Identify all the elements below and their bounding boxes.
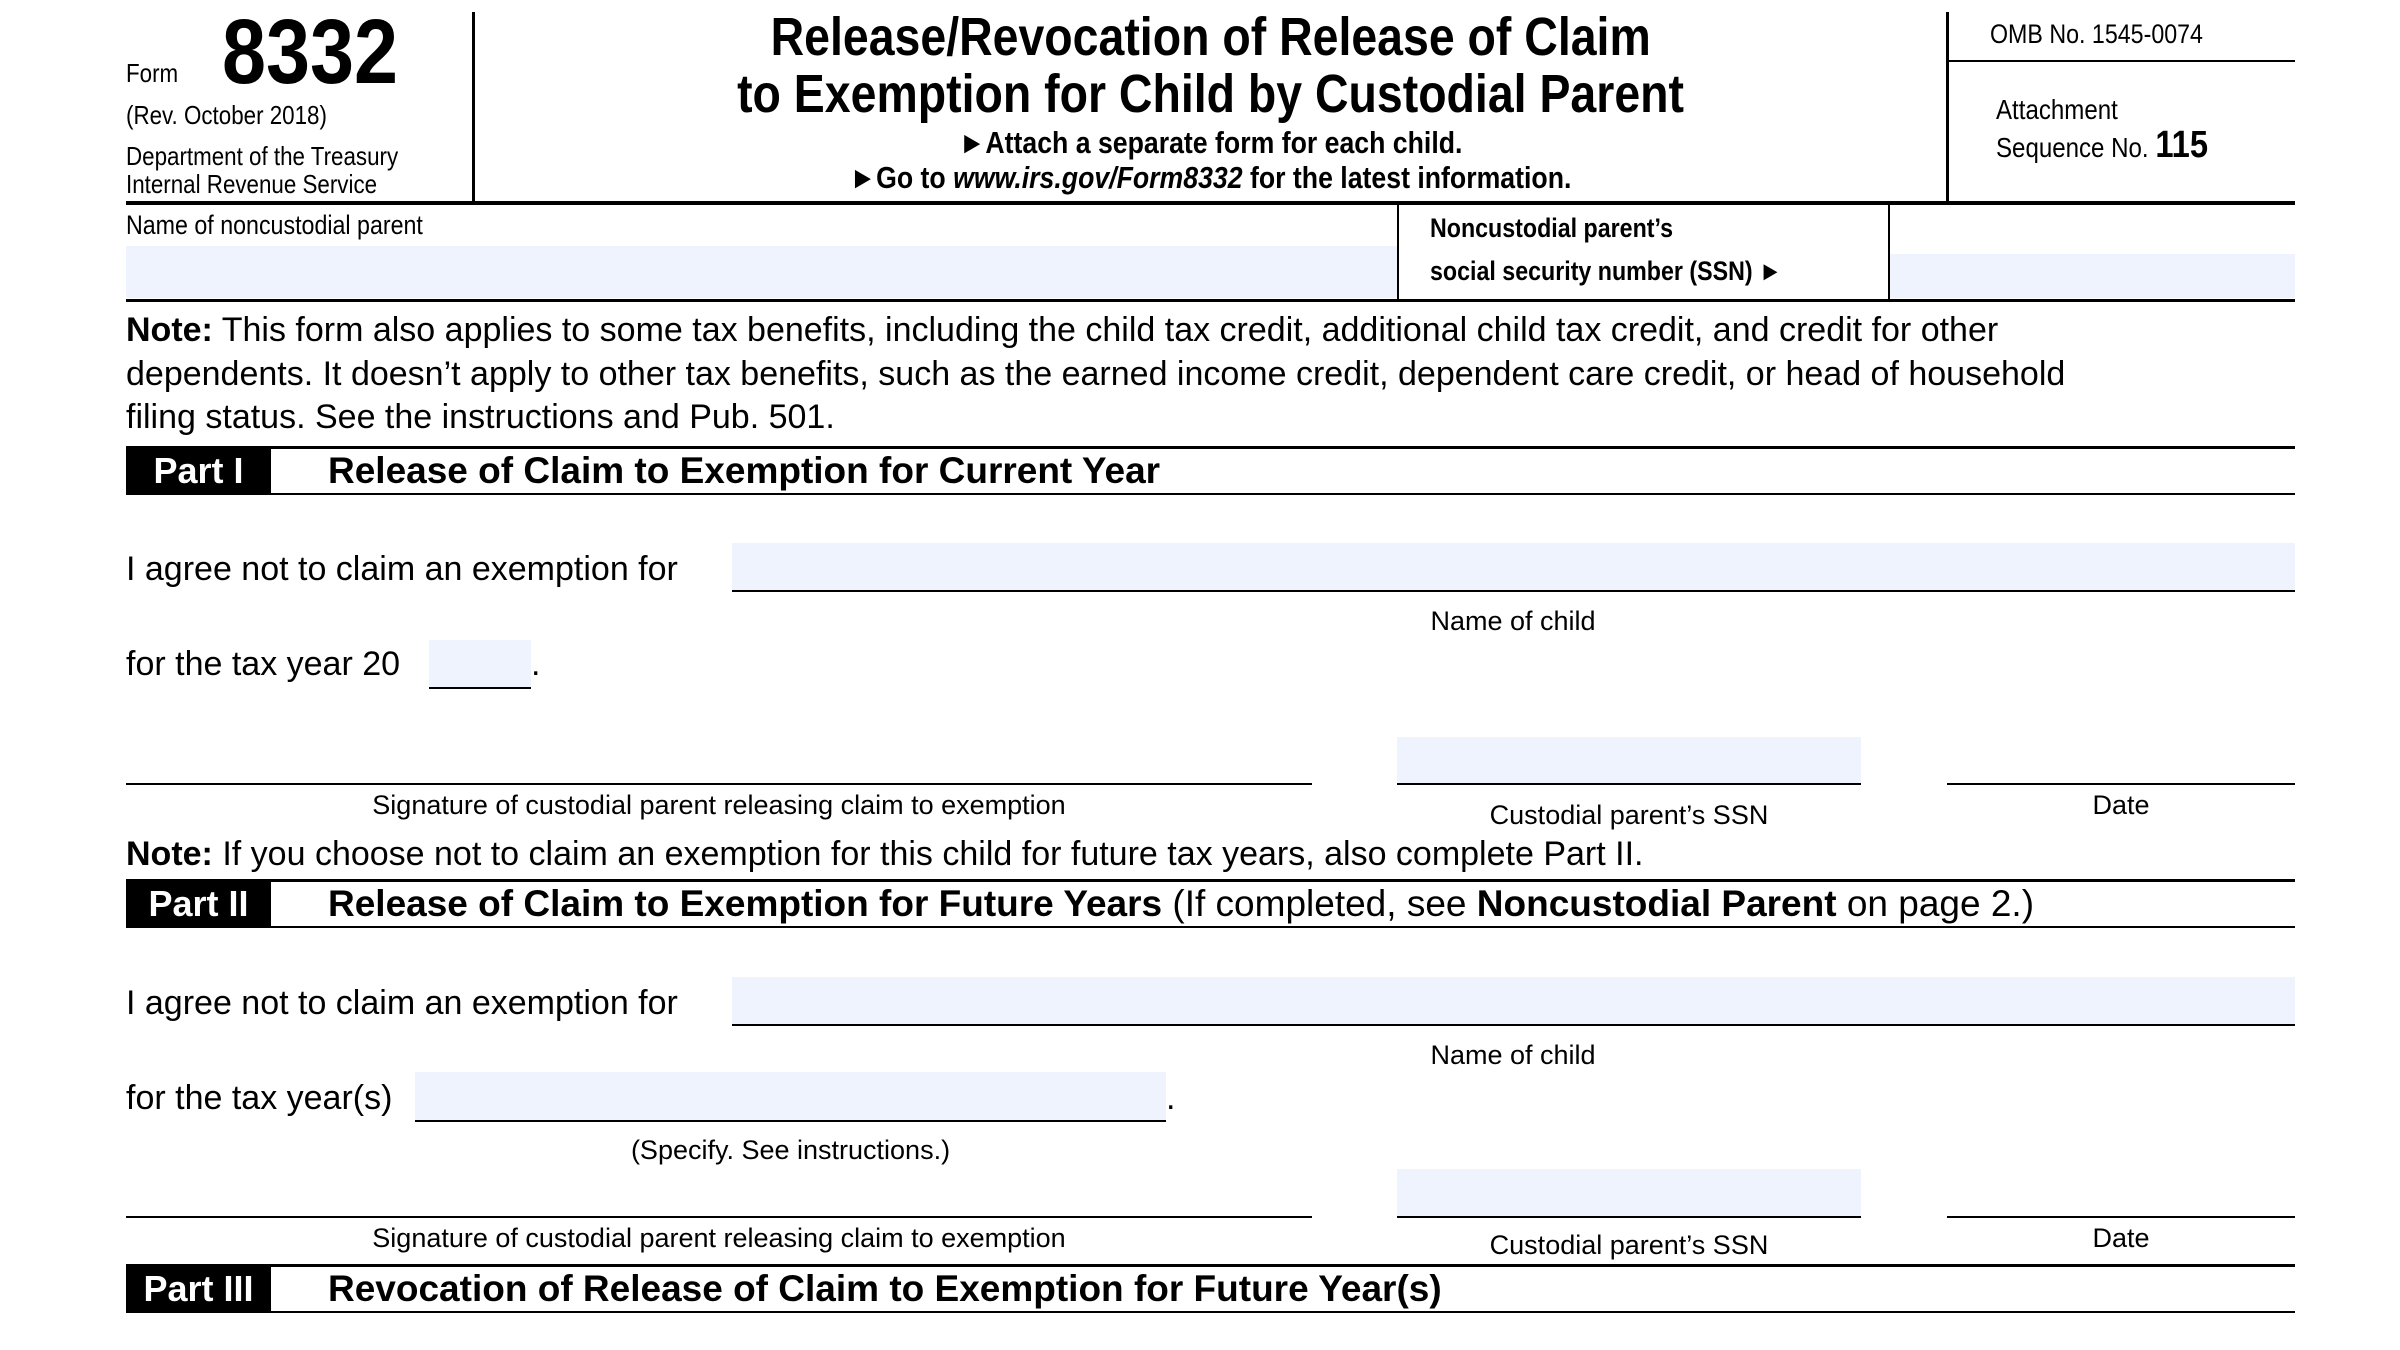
- noncustodial-ssn-label-line1: Noncustodial parent’s: [1430, 213, 1673, 243]
- form-label: Form: [126, 58, 179, 88]
- header-divider-right: [1946, 12, 1949, 203]
- part2-label: Part II: [126, 881, 271, 927]
- period: .: [531, 645, 541, 683]
- row-rule: [126, 299, 2295, 302]
- omb-divider: [1947, 60, 2295, 62]
- arrow-right-icon: ►: [849, 160, 877, 195]
- part2-date-line[interactable]: [1947, 1216, 2295, 1218]
- part1-ssn-caption: Custodial parent’s SSN: [1489, 800, 1769, 830]
- header-bottom-rule: [126, 201, 2295, 205]
- part1-child-name-input[interactable]: [732, 543, 2295, 592]
- part2-date-caption: Date: [2092, 1223, 2150, 1253]
- part2-tax-years-input[interactable]: [415, 1072, 1166, 1122]
- part1-signature-caption: Signature of custodial parent releasing …: [372, 790, 1066, 820]
- part2-bottom-rule: [126, 926, 2295, 928]
- part2-top-rule: [126, 879, 2295, 882]
- part2-signature-line[interactable]: [126, 1216, 1312, 1218]
- irs-link[interactable]: www.irs.gov/Form8332: [953, 160, 1243, 195]
- form-title-line2: to Exemption for Child by Custodial Pare…: [737, 64, 1684, 124]
- part2-tax-years-text: for the tax year(s): [126, 1079, 393, 1117]
- note-applies: Note: This form also applies to some tax…: [126, 311, 1999, 349]
- noncustodial-name-label: Name of noncustodial parent: [126, 210, 423, 240]
- header-divider-left: [472, 12, 475, 203]
- part1-date-line[interactable]: [1947, 783, 2295, 785]
- divider: [1888, 205, 1890, 300]
- part2-child-name-input[interactable]: [732, 977, 2295, 1026]
- part1-signature-line[interactable]: [126, 783, 1312, 785]
- part1-tax-year-text: for the tax year 20: [126, 645, 401, 683]
- noncustodial-ssn-input[interactable]: [1890, 254, 2295, 298]
- part1-label: Part I: [126, 448, 271, 494]
- attachment-label: Attachment: [1996, 94, 2118, 125]
- sequence-number: 115: [2155, 124, 2209, 166]
- department: Department of the Treasury: [126, 141, 399, 171]
- noncustodial-ssn-label-line2: social security number (SSN) ►: [1430, 256, 1783, 286]
- part2-agree-text: I agree not to claim an exemption for: [126, 984, 678, 1022]
- part2-signature-caption: Signature of custodial parent releasing …: [372, 1223, 1066, 1253]
- agency: Internal Revenue Service: [126, 169, 378, 199]
- part1-agree-text: I agree not to claim an exemption for: [126, 550, 678, 588]
- sequence-label: Sequence No. 115: [1996, 124, 2209, 166]
- part2-title: Release of Claim to Exemption for Future…: [328, 883, 2035, 924]
- part3-label: Part III: [126, 1266, 271, 1312]
- period: .: [1166, 1079, 1176, 1117]
- instruction-website: ►Go to www.irs.gov/Form8332 for the late…: [849, 160, 1572, 195]
- part3-bottom-rule: [126, 1311, 2295, 1313]
- note-applies-line2: dependents. It doesn’t apply to other ta…: [126, 355, 2066, 393]
- part3-title: Revocation of Release of Claim to Exempt…: [328, 1268, 1442, 1309]
- part1-tax-year-input[interactable]: [429, 640, 531, 689]
- part2-tax-years-caption: (Specify. See instructions.): [630, 1135, 951, 1165]
- part2-child-caption: Name of child: [1430, 1040, 1596, 1070]
- arrow-right-icon: ►: [958, 125, 986, 160]
- part3-top-rule: [126, 1264, 2295, 1267]
- note-applies-line3: filing status. See the instructions and …: [126, 398, 835, 436]
- noncustodial-name-input[interactable]: [126, 246, 1397, 298]
- part1-top-rule: [126, 446, 2295, 449]
- note-future-years: Note: If you choose not to claim an exem…: [126, 835, 1644, 873]
- part2-custodial-ssn-input[interactable]: [1397, 1169, 1861, 1218]
- part2-ssn-caption: Custodial parent’s SSN: [1489, 1230, 1769, 1260]
- part1-custodial-ssn-input[interactable]: [1397, 737, 1861, 785]
- form-number: 8332: [222, 1, 399, 103]
- instruction-attach: ►Attach a separate form for each child.: [958, 125, 1463, 160]
- omb-number: OMB No. 1545-0074: [1990, 19, 2203, 49]
- divider: [1397, 205, 1399, 300]
- revision-date: (Rev. October 2018): [126, 100, 327, 130]
- part1-child-caption: Name of child: [1430, 606, 1596, 636]
- part1-bottom-rule: [126, 493, 2295, 495]
- part1-date-caption: Date: [2092, 790, 2150, 820]
- form-title-line1: Release/Revocation of Release of Claim: [770, 7, 1651, 67]
- part1-title: Release of Claim to Exemption for Curren…: [328, 450, 1161, 491]
